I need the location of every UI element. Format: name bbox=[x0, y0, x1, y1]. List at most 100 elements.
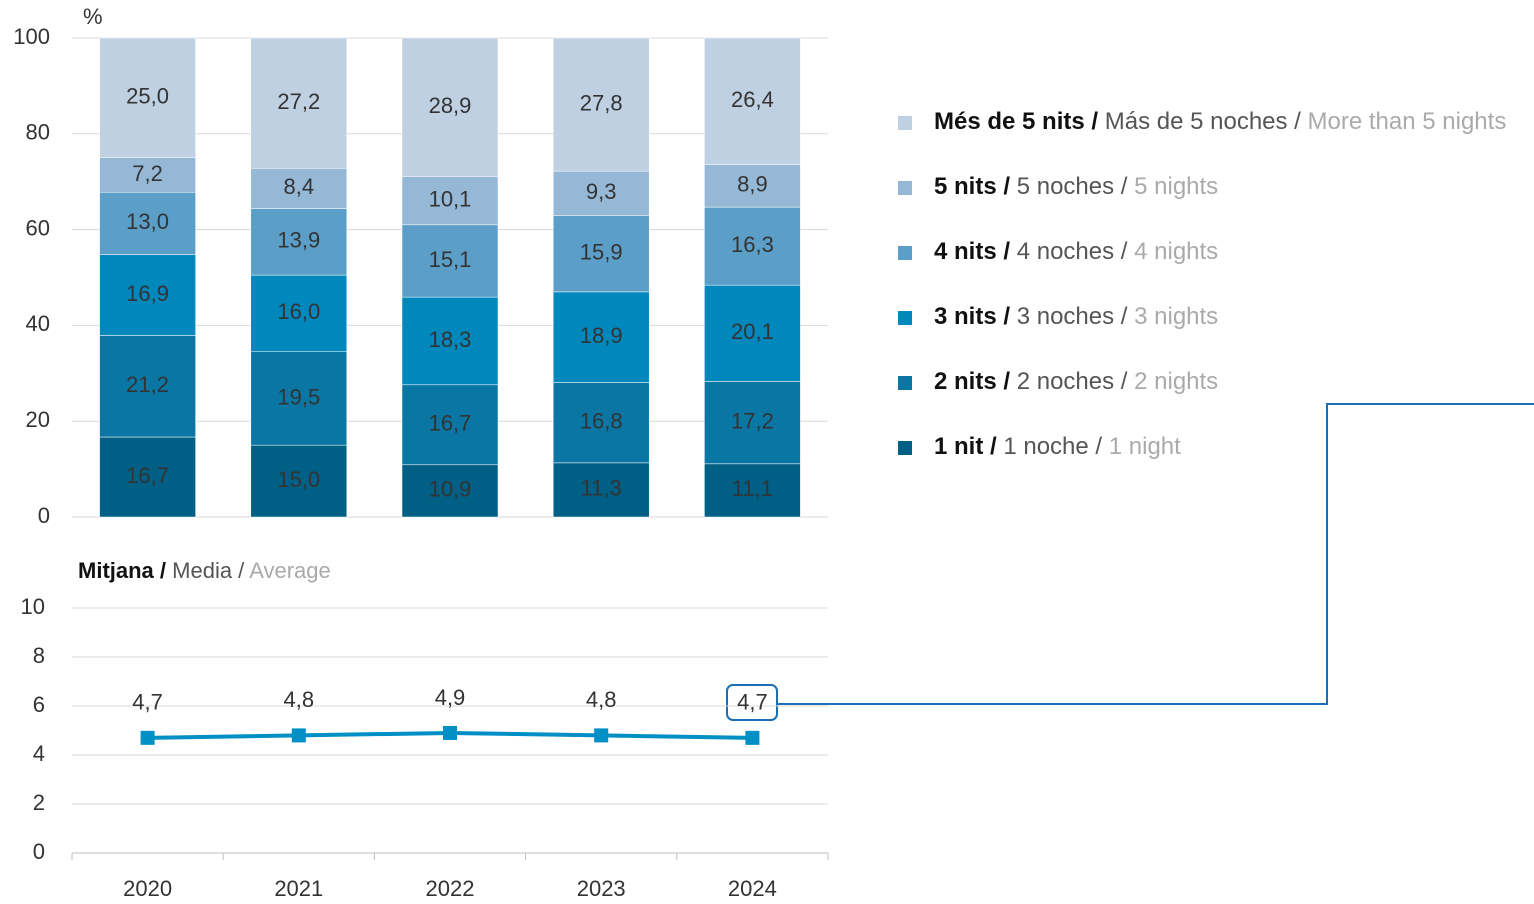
data-label: 17,2 bbox=[731, 408, 774, 433]
legend-swatch bbox=[898, 246, 912, 260]
legend-part: 5 nights bbox=[1134, 173, 1218, 200]
x-tick-label: 2022 bbox=[426, 876, 475, 901]
legend-part: 4 nights bbox=[1134, 238, 1218, 265]
bar-segment bbox=[552, 37, 650, 172]
bar-segment bbox=[401, 37, 499, 177]
data-label: 15,0 bbox=[277, 467, 320, 492]
bar-segment bbox=[401, 384, 499, 466]
data-label: 4,8 bbox=[586, 687, 617, 712]
legend-part: 2 noches / bbox=[1017, 368, 1128, 395]
bar-segment bbox=[99, 37, 196, 158]
legend-part: Más de 5 noches / bbox=[1105, 108, 1301, 135]
marker bbox=[291, 728, 306, 743]
data-label: 16,0 bbox=[277, 299, 320, 324]
legend-part: 5 noches / bbox=[1017, 173, 1128, 200]
y-tick-label: 6 bbox=[33, 692, 45, 717]
title-part: Mitjana / bbox=[78, 558, 166, 583]
bar-segment bbox=[704, 284, 801, 382]
y-tick-label: 100 bbox=[13, 24, 50, 49]
title-part: Media / bbox=[172, 558, 245, 583]
bar-segment bbox=[704, 463, 801, 518]
data-label: 4,8 bbox=[284, 687, 315, 712]
data-label: 4,7 bbox=[737, 690, 768, 715]
highlight-box bbox=[726, 684, 778, 721]
legend-swatch bbox=[898, 116, 912, 130]
legend-label: 3 nits / 3 noches / 3 nights bbox=[934, 303, 1218, 330]
y-tick-label: 60 bbox=[26, 215, 50, 240]
data-label: 25,0 bbox=[126, 84, 169, 109]
y-axis-label: % bbox=[83, 4, 103, 29]
data-label: 13,9 bbox=[277, 228, 320, 253]
x-tick-label: 2023 bbox=[577, 876, 626, 901]
legend-swatch bbox=[898, 311, 912, 325]
data-label: 13,0 bbox=[126, 209, 169, 234]
bar-segment bbox=[401, 296, 499, 386]
bar-segment bbox=[99, 335, 196, 438]
data-label: 15,1 bbox=[429, 247, 472, 272]
bar-segment bbox=[99, 191, 196, 255]
x-tick-label: 2024 bbox=[728, 876, 777, 901]
data-label: 16,9 bbox=[126, 281, 169, 306]
data-label: 18,3 bbox=[429, 327, 472, 352]
y-tick-label: 10 bbox=[21, 594, 45, 619]
y-tick-label: 2 bbox=[33, 790, 45, 815]
bar-segment bbox=[704, 164, 801, 208]
bar-segment bbox=[704, 206, 801, 286]
bar-segment bbox=[704, 381, 801, 465]
data-label: 7,2 bbox=[132, 161, 163, 186]
legend-part: 3 noches / bbox=[1017, 303, 1128, 330]
legend-swatch bbox=[898, 376, 912, 390]
legend-part: 1 noche / bbox=[1003, 433, 1102, 460]
y-tick-label: 20 bbox=[26, 407, 50, 432]
bar-segment bbox=[552, 215, 650, 293]
legend-part: 4 noches / bbox=[1017, 238, 1128, 265]
data-label: 8,9 bbox=[737, 172, 768, 197]
y-tick-label: 40 bbox=[26, 311, 50, 336]
bar-segment bbox=[552, 291, 650, 383]
bar-segment bbox=[99, 436, 196, 518]
legend-part: 3 nits / bbox=[934, 303, 1010, 330]
data-label: 8,4 bbox=[284, 174, 315, 199]
data-label: 15,9 bbox=[580, 240, 623, 265]
legend-label: Més de 5 nits / Más de 5 noches / More t… bbox=[934, 108, 1506, 135]
legend-part: 1 nit / bbox=[934, 433, 997, 460]
data-label: 26,4 bbox=[731, 87, 774, 112]
legend-label: 2 nits / 2 noches / 2 nights bbox=[934, 368, 1218, 395]
data-label: 9,3 bbox=[586, 179, 617, 204]
legend-part: 2 nights bbox=[1134, 368, 1218, 395]
y-tick-label: 80 bbox=[26, 120, 50, 145]
legend-part: 1 night bbox=[1109, 433, 1181, 460]
legend-label: 5 nits / 5 noches / 5 nights bbox=[934, 173, 1218, 200]
legend-part: More than 5 nights bbox=[1308, 108, 1507, 135]
data-label: 28,9 bbox=[429, 93, 472, 118]
data-label: 16,7 bbox=[429, 411, 472, 436]
y-tick-label: 0 bbox=[38, 503, 50, 528]
legend-label: 4 nits / 4 noches / 4 nights bbox=[934, 238, 1218, 265]
legend-label: 1 nit / 1 noche / 1 night bbox=[934, 433, 1181, 460]
marker bbox=[443, 725, 457, 740]
data-label: 20,1 bbox=[731, 319, 774, 344]
data-label: 4,9 bbox=[435, 685, 466, 710]
data-label: 11,1 bbox=[732, 476, 773, 501]
data-label: 16,3 bbox=[731, 232, 774, 257]
bar-segment bbox=[250, 444, 348, 518]
bar-segment bbox=[704, 37, 801, 165]
legend-part: 3 nights bbox=[1134, 303, 1218, 330]
legend-swatch bbox=[898, 441, 912, 455]
marker bbox=[745, 730, 760, 745]
data-label: 16,7 bbox=[126, 463, 169, 488]
bar-segment bbox=[401, 464, 499, 518]
bar-segment bbox=[552, 170, 650, 216]
data-label: 18,9 bbox=[580, 323, 623, 348]
x-tick-label: 2020 bbox=[123, 876, 172, 901]
y-tick-label: 4 bbox=[33, 741, 45, 766]
bar-segment bbox=[401, 224, 499, 298]
connector bbox=[777, 403, 1534, 705]
data-label: 11,3 bbox=[581, 476, 622, 501]
bar-segment bbox=[250, 351, 348, 446]
data-label: 21,2 bbox=[126, 372, 169, 397]
legend-part: 5 nits / bbox=[934, 173, 1010, 200]
legend-swatch bbox=[898, 181, 912, 195]
data-label: 10,9 bbox=[429, 477, 472, 502]
legend-part: Més de 5 nits / bbox=[934, 108, 1098, 135]
